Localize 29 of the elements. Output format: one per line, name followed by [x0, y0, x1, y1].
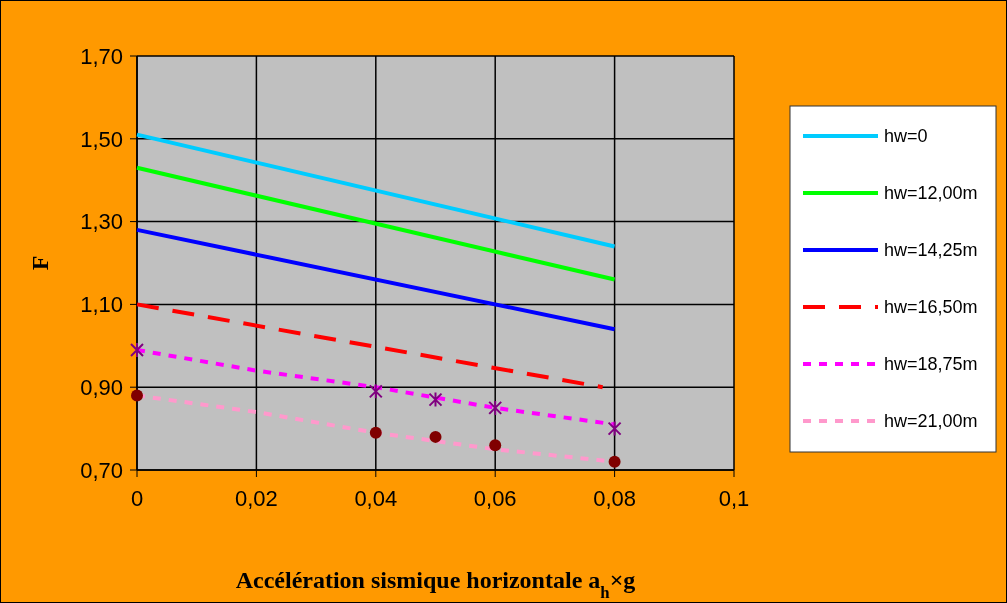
x-tick-label: 0,08: [593, 486, 637, 511]
legend-label: hw=0: [884, 126, 928, 147]
x-tick-label: 0: [130, 486, 144, 511]
x-tick-label: 0,1: [718, 486, 750, 511]
x-tick-label: 0,04: [354, 486, 398, 511]
y-tick-label: 1,70: [80, 43, 123, 69]
point: [489, 439, 502, 452]
point: [608, 455, 621, 468]
point: [130, 341, 144, 358]
x-tick-label: 0,02: [234, 486, 278, 511]
x-axis-title: Accélération sismique horizontale a$_{h}$×g: [235, 567, 636, 602]
point: [369, 426, 382, 439]
legend-label: hw=18,75m: [884, 354, 978, 375]
y-tick-label: 1,10: [80, 292, 123, 318]
point: [368, 383, 383, 400]
y-tick-label: 1,50: [80, 126, 123, 152]
x-tick-label: 0,06: [473, 486, 517, 511]
y-tick-label: 0,70: [80, 457, 123, 483]
legend-label: hw=16,50m: [884, 297, 978, 318]
point: [488, 399, 503, 416]
legend-label: hw=21,00m: [884, 411, 978, 432]
y-tick-label: 1,30: [80, 209, 123, 235]
point: [607, 420, 622, 437]
y-axis-title: F: [27, 255, 53, 271]
legend-label: hw=12,00m: [884, 183, 978, 204]
point: [428, 391, 443, 408]
y-tick-label: 0,90: [80, 374, 123, 400]
legend-label: hw=14,25m: [884, 240, 978, 261]
point: [429, 430, 442, 443]
